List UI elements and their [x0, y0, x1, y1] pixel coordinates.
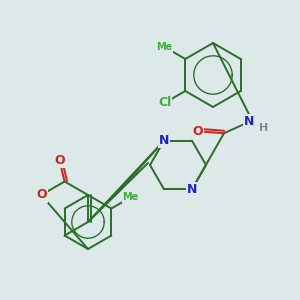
Text: Me: Me	[122, 193, 139, 202]
Text: Cl: Cl	[158, 97, 171, 110]
Text: N: N	[187, 183, 197, 196]
Text: Me: Me	[156, 42, 172, 52]
Text: N: N	[244, 115, 254, 128]
Text: O: O	[193, 125, 203, 138]
Text: O: O	[54, 154, 64, 166]
Text: N: N	[159, 134, 169, 147]
Text: H: H	[260, 123, 268, 133]
Text: O: O	[36, 188, 46, 202]
